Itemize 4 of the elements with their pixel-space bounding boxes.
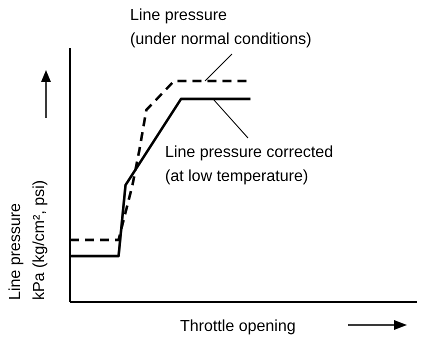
annotation: Line pressure (under normal conditions) bbox=[130, 7, 312, 48]
x-axis-title: Throttle opening bbox=[180, 318, 296, 335]
annotation: Line pressure corrected (at low temperature) bbox=[165, 144, 334, 185]
y-axis-title: Line pressure kPa (kg/cm², psi) bbox=[7, 180, 48, 300]
